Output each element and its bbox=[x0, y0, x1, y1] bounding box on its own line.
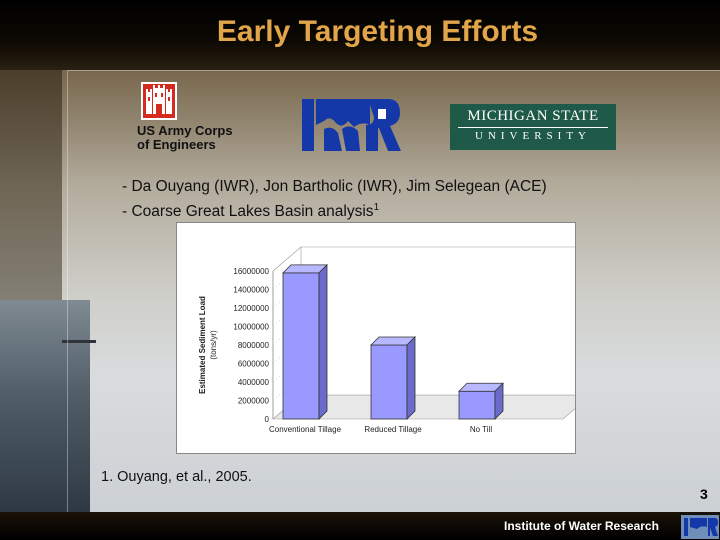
y-tick-label: 14000000 bbox=[233, 286, 269, 295]
slide-title: Early Targeting Efforts bbox=[216, 15, 539, 48]
usace-castle-logo bbox=[141, 82, 177, 120]
bullet-list: - Da Ouyang (IWR), Jon Bartholic (IWR), … bbox=[122, 176, 547, 222]
footer-iwr-logo bbox=[681, 515, 719, 539]
title-bar bbox=[0, 0, 720, 70]
footnote: 1. Ouyang, et al., 2005. bbox=[101, 469, 252, 485]
footer-bar bbox=[0, 512, 720, 540]
y-tick-label: 0 bbox=[265, 415, 270, 424]
page-number: 3 bbox=[700, 486, 708, 502]
bar-front bbox=[282, 272, 320, 420]
msu-logo: MICHIGAN STATE UNIVERSITY bbox=[450, 104, 616, 150]
x-tick-label: Conventional Tillage bbox=[269, 425, 342, 434]
sediment-load-chart: 0 2000000 4000000 6000000 8000000 10000000 120… bbox=[176, 222, 592, 454]
y-tick-label: 8000000 bbox=[238, 341, 270, 350]
y-tick-label: 2000000 bbox=[238, 397, 270, 406]
bullet-analysis: - Coarse Great Lakes Basin analysis1 bbox=[122, 202, 380, 221]
y-axis-label-line1: Estimated Sediment Load bbox=[198, 296, 207, 394]
iwr-logo bbox=[302, 99, 401, 151]
bar-side bbox=[494, 382, 504, 420]
bar-side bbox=[318, 263, 328, 420]
usace-wordmark: US Army Corps of Engineers bbox=[137, 123, 233, 152]
chart-svg: 0 2000000 4000000 6000000 8000000 10000000 120… bbox=[198, 246, 592, 434]
bar-side bbox=[406, 336, 416, 420]
background-pier bbox=[62, 340, 96, 343]
bar-front bbox=[370, 344, 408, 420]
y-tick-label: 12000000 bbox=[233, 304, 269, 313]
bar-front bbox=[458, 390, 496, 420]
y-tick-label: 4000000 bbox=[238, 378, 270, 387]
x-tick-label: No Till bbox=[470, 425, 492, 434]
y-tick-label: 6000000 bbox=[238, 360, 270, 369]
chart-side-edge bbox=[272, 246, 302, 272]
y-tick-label: 10000000 bbox=[233, 323, 269, 332]
background-water bbox=[0, 300, 90, 520]
chart-back-wall bbox=[300, 246, 592, 396]
bullet-authors: - Da Ouyang (IWR), Jon Bartholic (IWR), … bbox=[122, 178, 547, 195]
y-axis-label-line2: (tons/yr) bbox=[209, 330, 218, 360]
vertical-divider bbox=[67, 0, 68, 520]
footer-label: Institute of Water Research bbox=[504, 519, 659, 533]
x-tick-label: Reduced Tillage bbox=[364, 425, 422, 434]
horizontal-divider bbox=[68, 70, 720, 71]
y-tick-label: 16000000 bbox=[233, 267, 269, 276]
